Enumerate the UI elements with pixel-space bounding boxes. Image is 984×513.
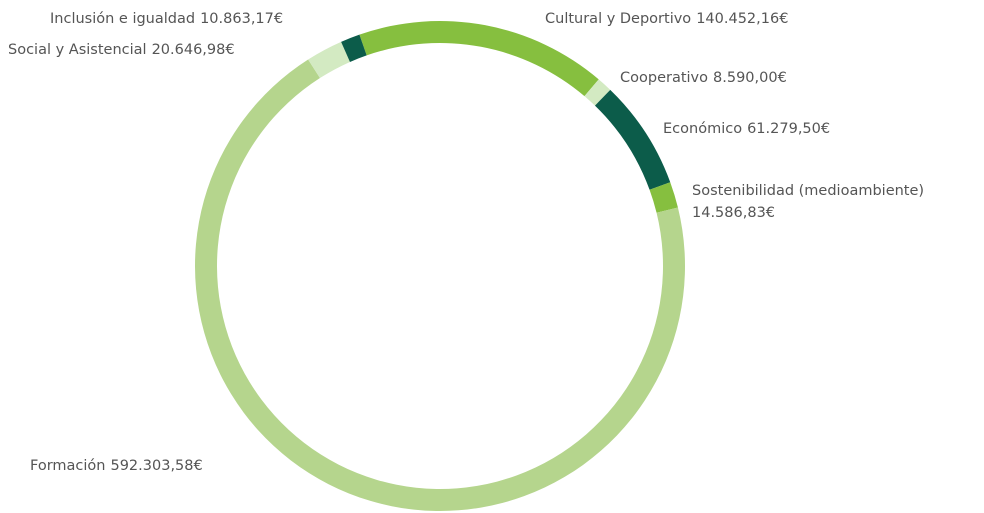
segment-label: Cultural y Deportivo 140.452,16€ xyxy=(545,11,788,27)
label-value: 20.646,98€ xyxy=(152,42,235,58)
label-name: Cultural y Deportivo xyxy=(545,11,691,27)
label-name: Sostenibilidad (medioambiente) xyxy=(692,183,924,199)
donut-segment xyxy=(359,21,599,97)
label-value: 8.590,00€ xyxy=(713,70,787,86)
segment-label: Cooperativo 8.590,00€ xyxy=(620,70,787,86)
label-name: Social y Asistencial xyxy=(8,42,147,58)
segment-label: Inclusión e igualdad 10.863,17€ xyxy=(50,11,283,27)
label-value: 61.279,50€ xyxy=(747,121,830,137)
donut-segment xyxy=(308,41,350,79)
donut-segment xyxy=(649,182,678,213)
label-name: Formación xyxy=(30,458,105,474)
segment-label: Económico 61.279,50€ xyxy=(663,121,830,137)
label-name: Inclusión e igualdad xyxy=(50,11,195,27)
segment-label: Formación 592.303,58€ xyxy=(30,458,203,474)
label-value: 592.303,58€ xyxy=(110,458,202,474)
segment-label: Sostenibilidad (medioambiente) 14.586,83€ xyxy=(692,183,924,221)
label-value: 10.863,17€ xyxy=(200,11,283,27)
label-value: 140.452,16€ xyxy=(696,11,788,27)
label-name: Cooperativo xyxy=(620,70,708,86)
donut-segment xyxy=(584,79,611,106)
donut-segment xyxy=(341,34,367,62)
label-value: 14.586,83€ xyxy=(692,205,775,221)
label-name: Económico xyxy=(663,121,742,137)
donut-segment xyxy=(194,59,685,512)
donut-segment xyxy=(594,89,671,190)
segment-label: Social y Asistencial 20.646,98€ xyxy=(8,42,235,58)
